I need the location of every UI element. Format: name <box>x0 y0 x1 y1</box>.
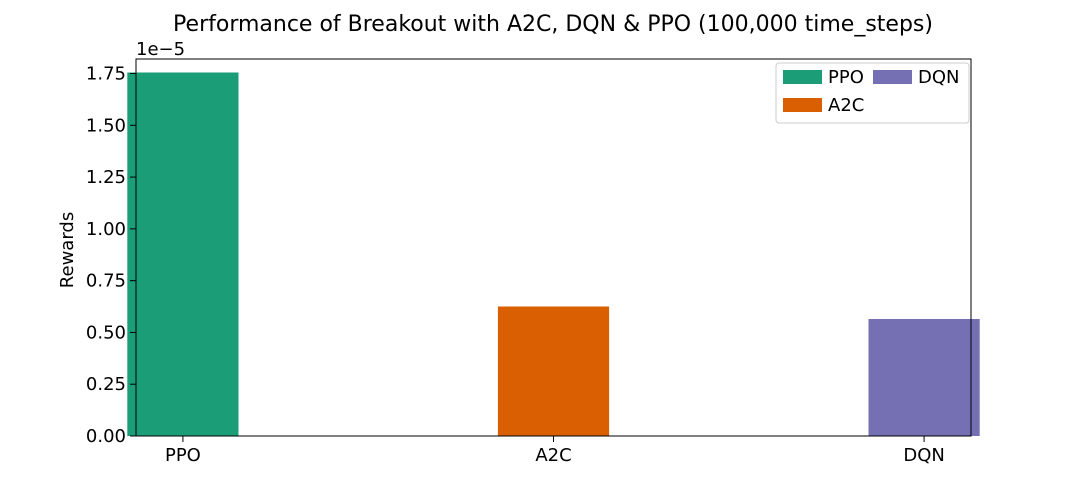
y-tick-label: 0.75 <box>86 271 126 292</box>
legend-label-ppo: PPO <box>828 67 864 88</box>
legend-label-a2c: A2C <box>828 95 864 116</box>
bar-a2c <box>497 306 610 436</box>
y-axis-label: Rewards <box>57 212 78 288</box>
legend-swatch-ppo <box>783 70 822 84</box>
y-tick-label: 1.75 <box>86 64 126 85</box>
bar-ppo <box>127 72 239 436</box>
chart-title: Performance of Breakout with A2C, DQN & … <box>173 12 933 37</box>
x-tick-label: DQN <box>903 445 945 466</box>
plot-frame <box>135 58 972 437</box>
y-tick-label: 1.00 <box>86 219 126 240</box>
bars-group <box>127 72 980 436</box>
x-tick-label: A2C <box>535 445 571 466</box>
y-tick-label: 0.50 <box>86 322 126 343</box>
legend-swatch-a2c <box>783 98 822 112</box>
legend-box <box>775 62 970 124</box>
y-tick-label: 1.50 <box>86 115 126 136</box>
legend: PPO DQN A2C <box>775 62 970 124</box>
x-ticks-group: PPO A2C DQN <box>165 436 945 466</box>
legend-label-dqn: DQN <box>918 67 960 88</box>
bar-dqn <box>868 319 980 436</box>
x-tick-label: PPO <box>165 445 201 466</box>
y-tick-label: 0.25 <box>86 374 126 395</box>
legend-swatch-dqn <box>873 70 912 84</box>
y-tick-label: 0.00 <box>86 426 126 447</box>
y-tick-label: 1.25 <box>86 167 126 188</box>
y-ticks-group: 0.00 0.25 0.50 0.75 1.00 1.25 1.50 1.75 <box>86 64 136 447</box>
y-offset-label: 1e−5 <box>136 39 185 60</box>
